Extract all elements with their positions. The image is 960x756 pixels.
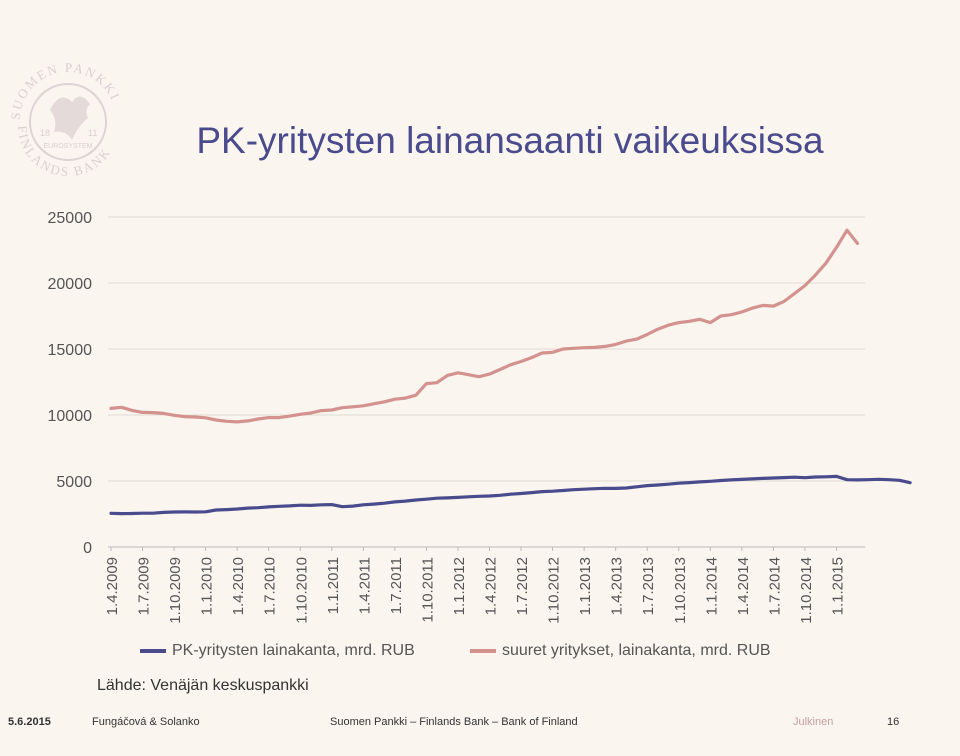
x-tick-label: 1.7.2014 xyxy=(766,557,783,615)
line-chart: 0 5000 10000 15000 20000 25000 1.4.2009 1.7.200… xyxy=(48,210,912,624)
bank-seal-logo: SUOMEN PANKKI FINLANDS BANK 18 11 EUROSY… xyxy=(8,60,122,179)
x-tick-label: 1.4.2011 xyxy=(356,557,373,614)
legend-label-series1: PK-yritysten lainakanta, mrd. RUB xyxy=(172,642,415,659)
x-tick-label: 1.10.2013 xyxy=(672,557,689,624)
legend-label-series2: suuret yritykset, lainakanta, mrd. RUB xyxy=(502,642,771,659)
source-note: Lähde: Venäjän keskuspankki xyxy=(97,677,309,694)
legend-item-series2: suuret yritykset, lainakanta, mrd. RUB xyxy=(470,642,771,660)
x-tick-label: 1.7.2010 xyxy=(262,557,279,615)
y-tick-label: 10000 xyxy=(48,408,93,425)
x-tick-label: 1.1.2014 xyxy=(703,557,720,615)
chart-legend: PK-yritysten lainakanta, mrd. RUB suuret… xyxy=(140,642,940,666)
legend-line-series2 xyxy=(470,649,496,653)
y-tick-label: 0 xyxy=(83,540,92,557)
x-tick-label: 1.4.2010 xyxy=(230,557,247,615)
x-tick-label: 1.7.2012 xyxy=(514,557,531,615)
x-tick-label: 1.7.2013 xyxy=(640,557,657,615)
y-tick-label: 20000 xyxy=(48,276,93,293)
x-tick-label: 1.10.2009 xyxy=(167,557,184,624)
y-tick-label: 25000 xyxy=(48,210,93,227)
footer-date: 5.6.2015 xyxy=(8,716,51,728)
legend-line-series1 xyxy=(140,649,166,653)
x-tick-label: 1.1.2011 xyxy=(325,557,342,614)
x-tick-label: 1.1.2010 xyxy=(199,557,216,615)
x-tick-label: 1.7.2011 xyxy=(388,557,405,614)
x-tick-label: 1.10.2014 xyxy=(798,557,815,624)
svg-text:18: 18 xyxy=(40,128,50,138)
x-tick-label: 1.4.2014 xyxy=(735,557,752,615)
x-tick-label: 1.10.2012 xyxy=(546,557,563,624)
page-title: PK-yritysten lainansaanti vaikeuksissa xyxy=(196,120,824,161)
svg-text:11: 11 xyxy=(88,128,97,138)
x-tick-label: 1.1.2012 xyxy=(451,557,468,615)
footer-authors: Fungáčová & Solanko xyxy=(92,716,200,728)
y-tick-label: 15000 xyxy=(48,342,93,359)
x-tick-label: 1.1.2013 xyxy=(577,557,594,615)
y-tick-label: 5000 xyxy=(56,474,92,491)
x-tick-label: 1.4.2012 xyxy=(483,557,500,615)
footer: 5.6.2015 Fungáčová & Solanko Suomen Pank… xyxy=(0,710,960,734)
x-tick-label: 1.1.2015 xyxy=(829,557,846,615)
series-line-2 xyxy=(109,228,860,424)
x-tick-label: 1.10.2011 xyxy=(419,557,436,623)
legend-item-series1: PK-yritysten lainakanta, mrd. RUB xyxy=(140,642,415,660)
x-tick-label: 1.10.2010 xyxy=(293,557,310,624)
x-tick-label: 1.4.2013 xyxy=(609,557,626,615)
svg-text:EUROSYSTEM: EUROSYSTEM xyxy=(43,143,92,150)
footer-classification: Julkinen xyxy=(793,716,834,728)
x-tick-label: 1.4.2009 xyxy=(104,557,121,615)
series-line-1 xyxy=(109,474,912,516)
footer-page-number: 16 xyxy=(887,716,900,728)
footer-organization: Suomen Pankki – Finlands Bank – Bank of … xyxy=(330,716,578,728)
x-tick-label: 1.7.2009 xyxy=(136,557,153,615)
